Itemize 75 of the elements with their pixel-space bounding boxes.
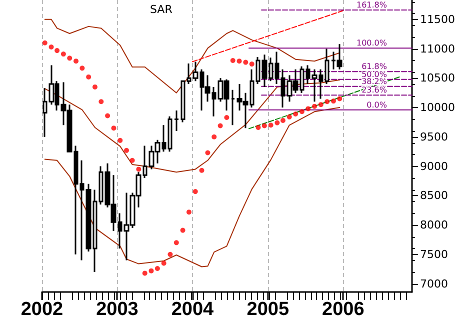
series-label: 100.0% [356,38,388,48]
point [274,120,280,126]
annotation: SAR [150,3,173,16]
point [224,115,230,120]
point [174,240,179,246]
point [67,56,72,61]
point [199,168,204,173]
y-tick-label: 11000 [420,42,456,56]
point [154,266,160,271]
x-tick-label: 2005 [246,299,290,320]
point [186,210,192,215]
point [318,102,324,108]
point [293,111,298,116]
point [80,66,85,71]
series-label: 161.8% [356,0,388,10]
y-tick-label: 10500 [420,72,456,85]
line-series [44,79,340,173]
x-tick-label: 2002 [20,299,64,320]
point [236,58,242,64]
series-label: 0.0% [366,100,388,110]
point [330,98,336,104]
x-tick-label: 2003 [96,299,138,320]
point [92,84,98,90]
y-tick-label: 8500 [420,189,448,202]
y-tick-label: 11500 [420,12,456,26]
point [218,123,223,128]
series-label: 23.6% [362,86,388,95]
series-label: 61.8% [362,62,388,72]
point [48,44,54,50]
point [337,96,342,102]
point [161,260,166,266]
point [74,58,79,64]
x-tick-label: 2006 [322,299,364,320]
point [111,126,116,131]
point [54,48,60,54]
y-tick-label: 10000 [420,101,456,114]
point [286,114,292,120]
point [324,99,330,104]
point [60,52,66,57]
point [180,228,186,233]
point [243,60,248,65]
point [268,122,274,128]
point [142,270,148,276]
point [148,268,154,274]
point [98,99,104,104]
y-tick-label: 8000 [420,218,448,232]
point [168,252,173,257]
point [306,106,311,112]
point [192,189,198,194]
candlestick [174,110,180,132]
point [42,40,48,46]
candlestick [230,89,236,126]
point [205,150,210,156]
x-tick-label: 2004 [171,299,214,320]
point [249,62,254,67]
point [105,113,110,118]
line-series [44,107,340,268]
point [212,134,217,140]
series-label: 50.0% [362,70,388,79]
point [262,123,267,128]
y-tick-label: 7000 [420,277,448,290]
point [130,158,135,163]
point [230,58,236,64]
y-tick-label: 7500 [420,248,448,261]
point [86,74,92,80]
line-series [44,18,340,94]
point [256,124,261,130]
point [312,104,318,109]
point [280,118,286,123]
point [124,148,130,153]
point [299,109,304,114]
y-tick-label: 9000 [420,160,448,173]
point [136,166,142,172]
y-tick-label: 9500 [420,130,448,144]
point [118,138,123,143]
